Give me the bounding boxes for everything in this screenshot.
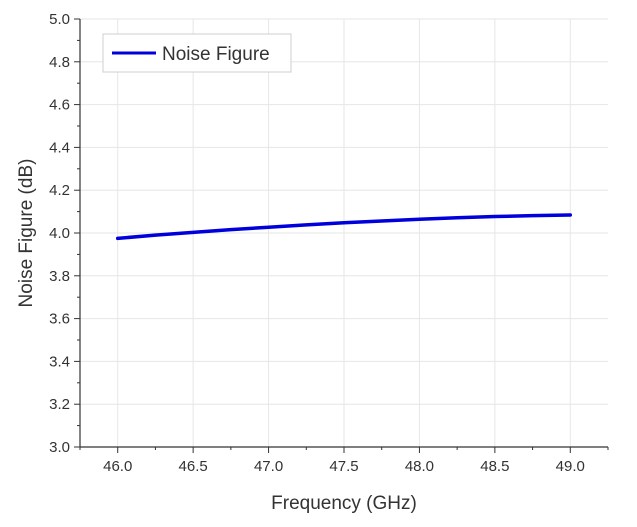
y-tick-label: 5.0 <box>49 11 70 28</box>
series-line-noise-figure <box>115 213 573 241</box>
y-tick-label: 3.0 <box>49 439 70 456</box>
y-tick-label: 4.2 <box>49 182 70 199</box>
series-layer <box>115 213 573 241</box>
x-tick-label: 49.0 <box>556 458 585 475</box>
y-axis-ticks: 3.0 3.2 3.4 3.6 3.8 4.0 4.2 4.4 4.6 4.8 5.0 <box>49 11 80 456</box>
legend-label: Noise Figure <box>162 44 270 65</box>
x-tick-label: 47.5 <box>329 458 358 475</box>
x-tick-label: 48.0 <box>405 458 434 475</box>
y-tick-label: 4.6 <box>49 97 70 114</box>
grid-lines <box>80 18 608 447</box>
y-tick-label: 3.2 <box>49 396 70 413</box>
y-tick-label: 4.0 <box>49 225 70 242</box>
y-tick-label: 4.8 <box>49 54 70 71</box>
legend: Noise Figure <box>102 33 292 73</box>
y-axis-title: Noise Figure (dB) <box>16 159 37 308</box>
x-axis-title: Frequency (GHz) <box>271 493 417 514</box>
x-tick-label: 47.0 <box>254 458 283 475</box>
x-axis-ticks: 46.0 46.5 47.0 47.5 48.0 48.5 49.0 <box>79 447 609 475</box>
x-tick-label: 46.5 <box>179 458 208 475</box>
x-tick-label: 46.0 <box>103 458 132 475</box>
y-tick-label: 4.4 <box>49 139 70 156</box>
x-tick-label: 48.5 <box>480 458 509 475</box>
y-tick-label: 3.4 <box>49 353 70 370</box>
y-tick-label: 3.8 <box>49 268 70 285</box>
y-tick-label: 3.6 <box>49 311 70 328</box>
